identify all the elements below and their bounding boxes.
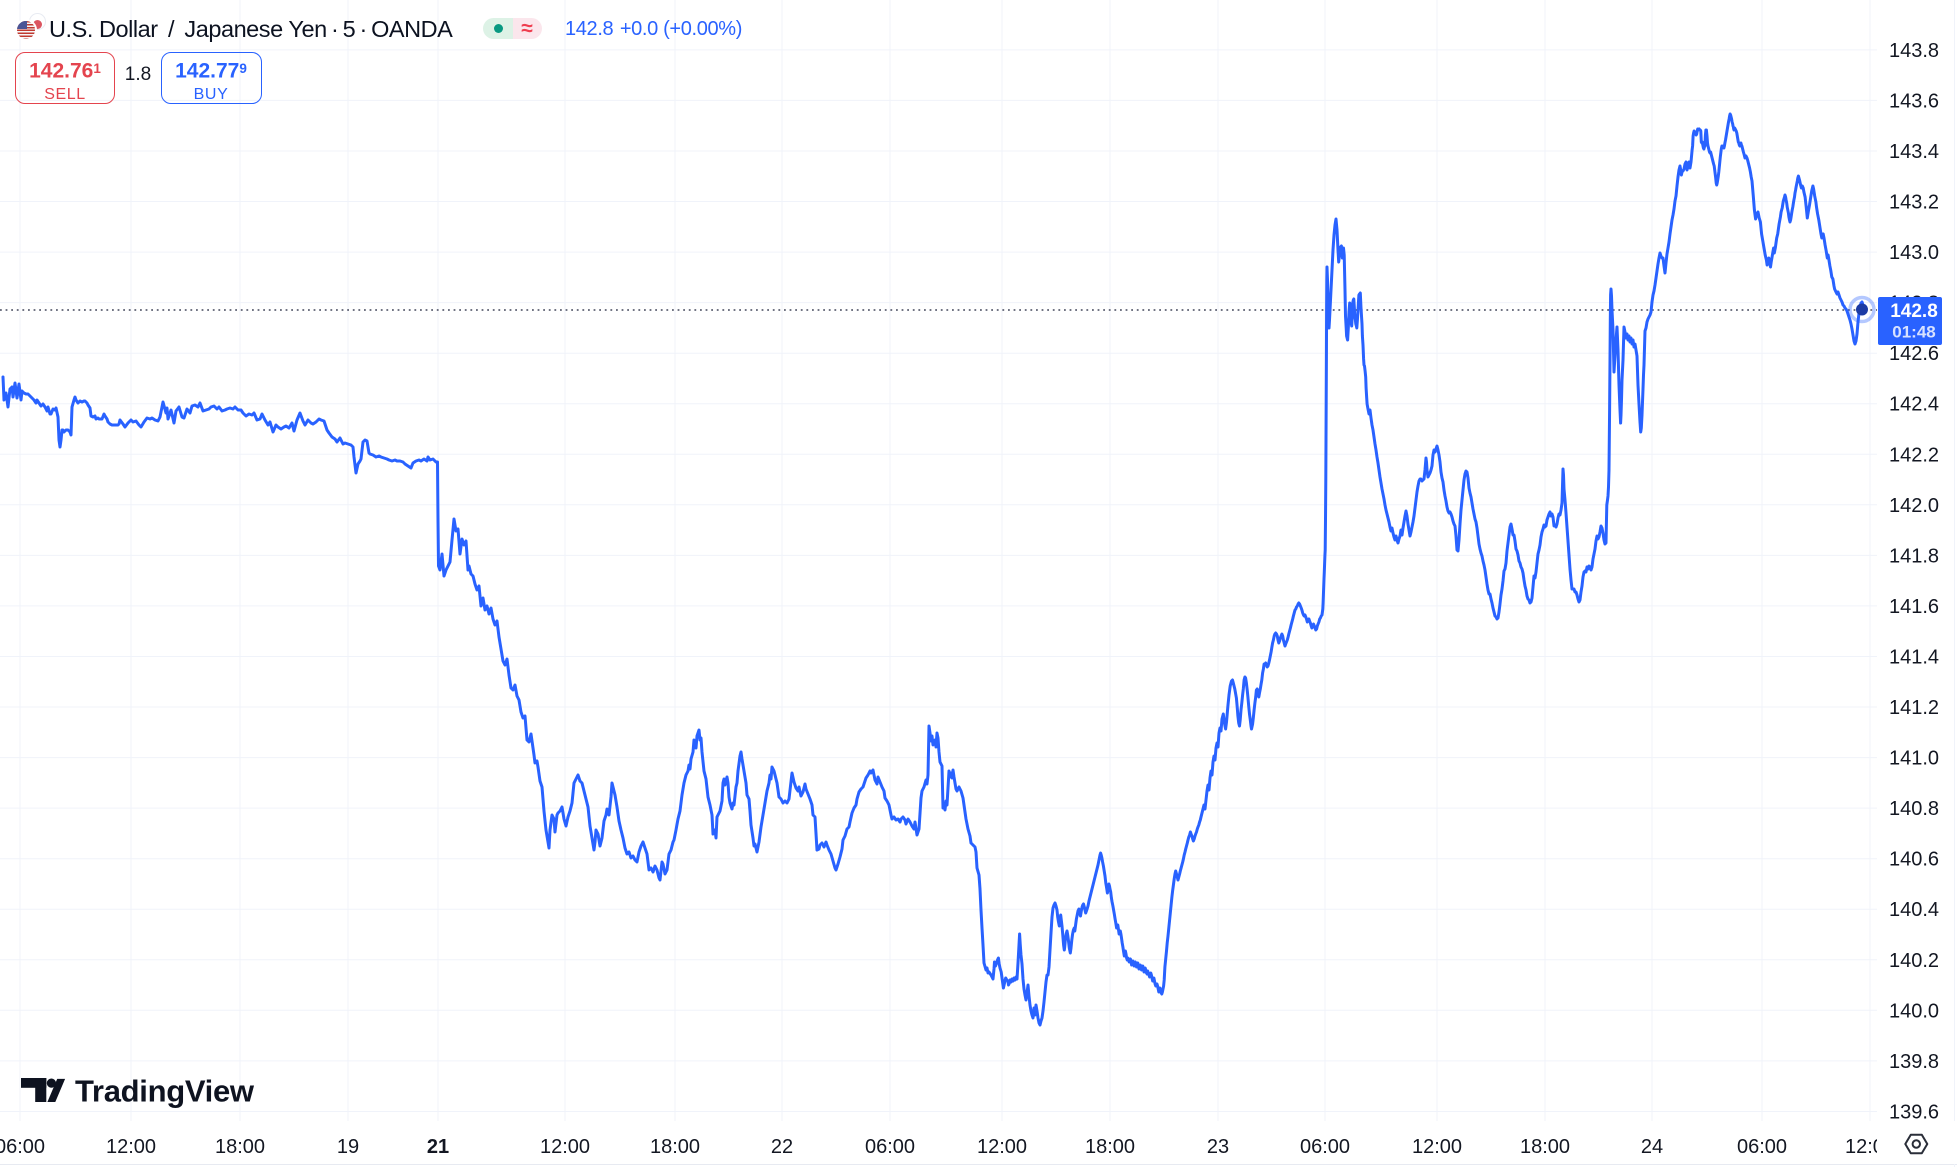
svg-text:21: 21 bbox=[427, 1136, 449, 1158]
svg-text:143.2: 143.2 bbox=[1889, 192, 1939, 214]
svg-text:142.6: 142.6 bbox=[1889, 343, 1939, 365]
svg-text:139.6: 139.6 bbox=[1889, 1102, 1939, 1124]
svg-text:18:00: 18:00 bbox=[215, 1136, 265, 1158]
svg-text:143.0: 143.0 bbox=[1889, 242, 1939, 264]
svg-text:141.6: 141.6 bbox=[1889, 596, 1939, 618]
svg-text:143.8: 143.8 bbox=[1889, 40, 1939, 62]
svg-text:12:00: 12:00 bbox=[540, 1136, 590, 1158]
svg-text:141.0: 141.0 bbox=[1889, 748, 1939, 770]
svg-text:140.6: 140.6 bbox=[1889, 849, 1939, 871]
svg-text:06:00: 06:00 bbox=[0, 1136, 45, 1158]
svg-text:06:00: 06:00 bbox=[1300, 1136, 1350, 1158]
svg-text:24: 24 bbox=[1641, 1136, 1663, 1158]
svg-text:143.4: 143.4 bbox=[1889, 141, 1939, 163]
svg-text:140.8: 140.8 bbox=[1889, 798, 1939, 820]
svg-text:140.2: 140.2 bbox=[1889, 950, 1939, 972]
svg-text:140.4: 140.4 bbox=[1889, 899, 1939, 921]
svg-text:142.0: 142.0 bbox=[1889, 495, 1939, 517]
svg-text:06:00: 06:00 bbox=[1737, 1136, 1787, 1158]
svg-text:141.2: 141.2 bbox=[1889, 697, 1939, 719]
svg-text:141.4: 141.4 bbox=[1889, 647, 1939, 669]
svg-text:18:00: 18:00 bbox=[650, 1136, 700, 1158]
svg-text:18:00: 18:00 bbox=[1520, 1136, 1570, 1158]
svg-text:142.4: 142.4 bbox=[1889, 394, 1939, 416]
svg-text:143.6: 143.6 bbox=[1889, 90, 1939, 112]
svg-text:19: 19 bbox=[337, 1136, 359, 1158]
svg-text:139.8: 139.8 bbox=[1889, 1051, 1939, 1073]
svg-text:12:00: 12:00 bbox=[106, 1136, 156, 1158]
svg-text:18:00: 18:00 bbox=[1085, 1136, 1135, 1158]
svg-text:142.2: 142.2 bbox=[1889, 444, 1939, 466]
svg-text:23: 23 bbox=[1207, 1136, 1229, 1158]
svg-text:140.0: 140.0 bbox=[1889, 1000, 1939, 1022]
svg-text:141.8: 141.8 bbox=[1889, 545, 1939, 567]
svg-text:22: 22 bbox=[771, 1136, 793, 1158]
svg-text:01:48: 01:48 bbox=[1892, 323, 1935, 342]
svg-text:12:00: 12:00 bbox=[977, 1136, 1027, 1158]
svg-text:12:00: 12:00 bbox=[1412, 1136, 1462, 1158]
svg-text:TradingView: TradingView bbox=[75, 1074, 255, 1109]
svg-text:142.8: 142.8 bbox=[1890, 301, 1938, 322]
svg-text:06:00: 06:00 bbox=[865, 1136, 915, 1158]
